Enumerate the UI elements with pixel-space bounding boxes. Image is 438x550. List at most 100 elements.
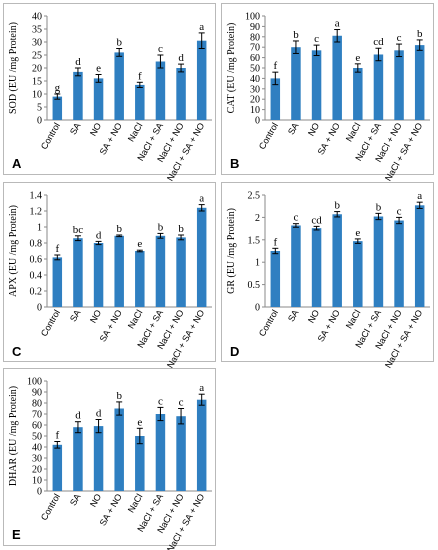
y-tick-label: 30 (32, 38, 42, 49)
x-tick-label: Control (39, 121, 62, 151)
significance-letter: c (397, 205, 402, 217)
panel-letter-d: D (230, 344, 240, 359)
significance-letter: c (397, 32, 402, 44)
y-tick-label: 0.5 (248, 280, 261, 291)
significance-letter: b (376, 201, 382, 213)
y-tick-label: 2.5 (248, 191, 261, 202)
significance-letter: d (178, 52, 184, 64)
bar (93, 78, 104, 120)
bar (114, 52, 124, 120)
significance-letter: f (55, 243, 59, 255)
bar (114, 235, 124, 307)
significance-letter: e (355, 227, 360, 239)
bar (93, 426, 104, 491)
y-tick-label: 1.5 (248, 235, 261, 246)
bar (373, 54, 384, 121)
significance-letter: b (116, 223, 122, 235)
bar (155, 414, 166, 491)
x-tick-label: SA (68, 492, 83, 507)
y-tick-label: 0.8 (30, 239, 43, 250)
y-tick-label: 70 (32, 410, 42, 421)
bar (353, 68, 363, 120)
y-tick-label: 70 (250, 43, 260, 54)
significance-letter: g (55, 82, 61, 94)
significance-letter: c (293, 212, 298, 224)
bar (311, 228, 322, 307)
chart-svg-c: 0 0.2 0.4 0.6 0.8 1 1.2 1.4 APX (EU /mg Protein)… (8, 191, 212, 370)
y-tick-label: 0 (37, 487, 42, 498)
y-tick-label: 100 (27, 377, 42, 388)
bar (73, 71, 83, 120)
y-tick-label: 90 (250, 22, 260, 33)
y-axis-label: DHAR (EU /mg Protein) (8, 386, 19, 486)
significance-letter: c (314, 33, 319, 45)
significance-letter: d (75, 56, 81, 68)
significance-letter: bc (73, 224, 84, 236)
y-tick-label: 25 (32, 51, 42, 62)
panel-letter-e: E (12, 527, 21, 542)
bar (135, 251, 145, 307)
significance-letter: b (293, 29, 299, 41)
bar (93, 243, 104, 307)
bar (155, 235, 166, 307)
y-tick-label: 0.2 (30, 287, 43, 298)
y-tick-label: 20 (32, 64, 42, 75)
bar (52, 96, 63, 120)
significance-letter: b (417, 28, 423, 40)
x-tick-label: Control (39, 492, 62, 522)
significance-letter: a (199, 382, 204, 394)
y-axis-label: APX (EU /mg Protein) (8, 205, 19, 297)
bar (114, 408, 124, 491)
bar (176, 416, 186, 491)
chart-panel-c: 0 0.2 0.4 0.6 0.8 1 1.2 1.4 APX (EU /mg Protein)… (3, 182, 216, 370)
significance-letter: c (179, 397, 184, 409)
y-tick-label: 50 (250, 64, 260, 75)
significance-letter: a (335, 18, 340, 30)
x-tick-label: NaCl (126, 308, 145, 330)
bar (270, 251, 281, 307)
significance-letter: f (273, 60, 277, 72)
bar (414, 205, 425, 307)
x-tick-label: SA (68, 308, 83, 323)
bar (270, 78, 281, 120)
bar (155, 61, 166, 120)
x-tick-label: NaCl (126, 492, 145, 514)
bar (291, 225, 301, 307)
bar (135, 436, 145, 491)
y-tick-label: 10 (250, 105, 260, 116)
significance-letter: c (158, 43, 163, 55)
bar (176, 237, 186, 307)
y-tick-label: 100 (245, 12, 260, 23)
x-tick-label: Control (257, 308, 280, 338)
significance-letter: cd (311, 214, 322, 226)
significance-letter: b (116, 37, 122, 49)
panel-letter-b: B (230, 156, 240, 171)
bar (176, 68, 186, 120)
bar (52, 444, 63, 491)
significance-letter: d (96, 408, 102, 420)
bar (291, 47, 301, 121)
y-tick-label: 2 (255, 213, 260, 224)
significance-letter: d (96, 229, 102, 241)
significance-letter: e (137, 416, 142, 428)
x-tick-label: NaCl (344, 121, 363, 143)
significance-letter: f (273, 236, 277, 248)
y-tick-label: 0.6 (30, 255, 43, 266)
significance-letter: b (178, 223, 184, 235)
significance-letter: b (116, 390, 122, 402)
significance-letter: a (417, 190, 422, 202)
bar (353, 241, 363, 307)
bar (394, 220, 404, 307)
significance-letter: e (137, 238, 142, 250)
chart-svg-d: 0 0.5 1 1.5 2 2.5 GR (EU /mg Protein) f Control c… (226, 190, 430, 370)
bar (73, 238, 83, 307)
bar (414, 45, 425, 121)
y-tick-label: 40 (250, 74, 260, 85)
panel-letter-a: A (12, 156, 22, 171)
y-tick-label: 35 (32, 25, 42, 36)
y-tick-label: 30 (32, 454, 42, 465)
bar (196, 40, 207, 121)
bar (373, 216, 384, 307)
y-tick-label: 0 (255, 116, 260, 127)
y-tick-label: 1 (37, 223, 42, 234)
